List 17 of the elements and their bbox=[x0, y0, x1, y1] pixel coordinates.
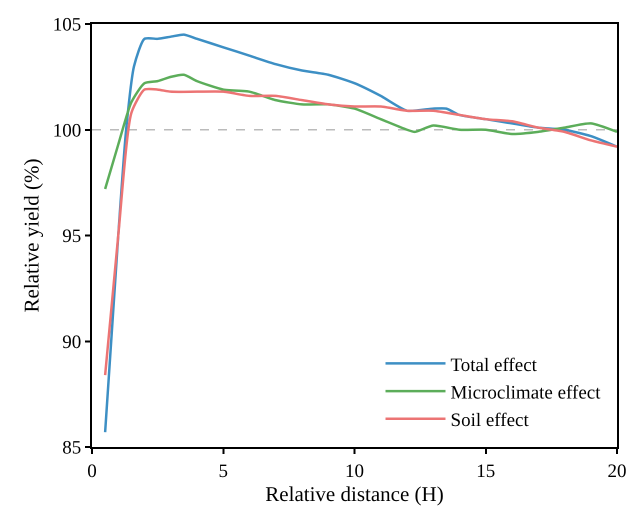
x-tick-label: 5 bbox=[218, 460, 228, 482]
legend-label: Microclimate effect bbox=[450, 382, 602, 404]
legend-label: Total effect bbox=[450, 354, 538, 376]
y-tick-label: 95 bbox=[62, 226, 82, 248]
y-tick-label: 100 bbox=[52, 120, 82, 142]
x-axis-title: Relative distance (H) bbox=[265, 482, 444, 506]
legend-label: Soil effect bbox=[450, 410, 530, 432]
y-tick-label: 105 bbox=[52, 14, 82, 36]
line-series bbox=[104, 74, 617, 190]
y-tick-label: 85 bbox=[62, 438, 82, 459]
x-tick-label: 20 bbox=[608, 460, 626, 482]
line-series bbox=[104, 88, 617, 376]
x-tick-label: 15 bbox=[476, 460, 496, 482]
y-tick-label: 90 bbox=[62, 332, 82, 353]
x-tick-label: 10 bbox=[345, 460, 364, 482]
y-axis-title: Relative yield (%) bbox=[19, 158, 44, 312]
x-tick-label: 0 bbox=[87, 460, 97, 482]
